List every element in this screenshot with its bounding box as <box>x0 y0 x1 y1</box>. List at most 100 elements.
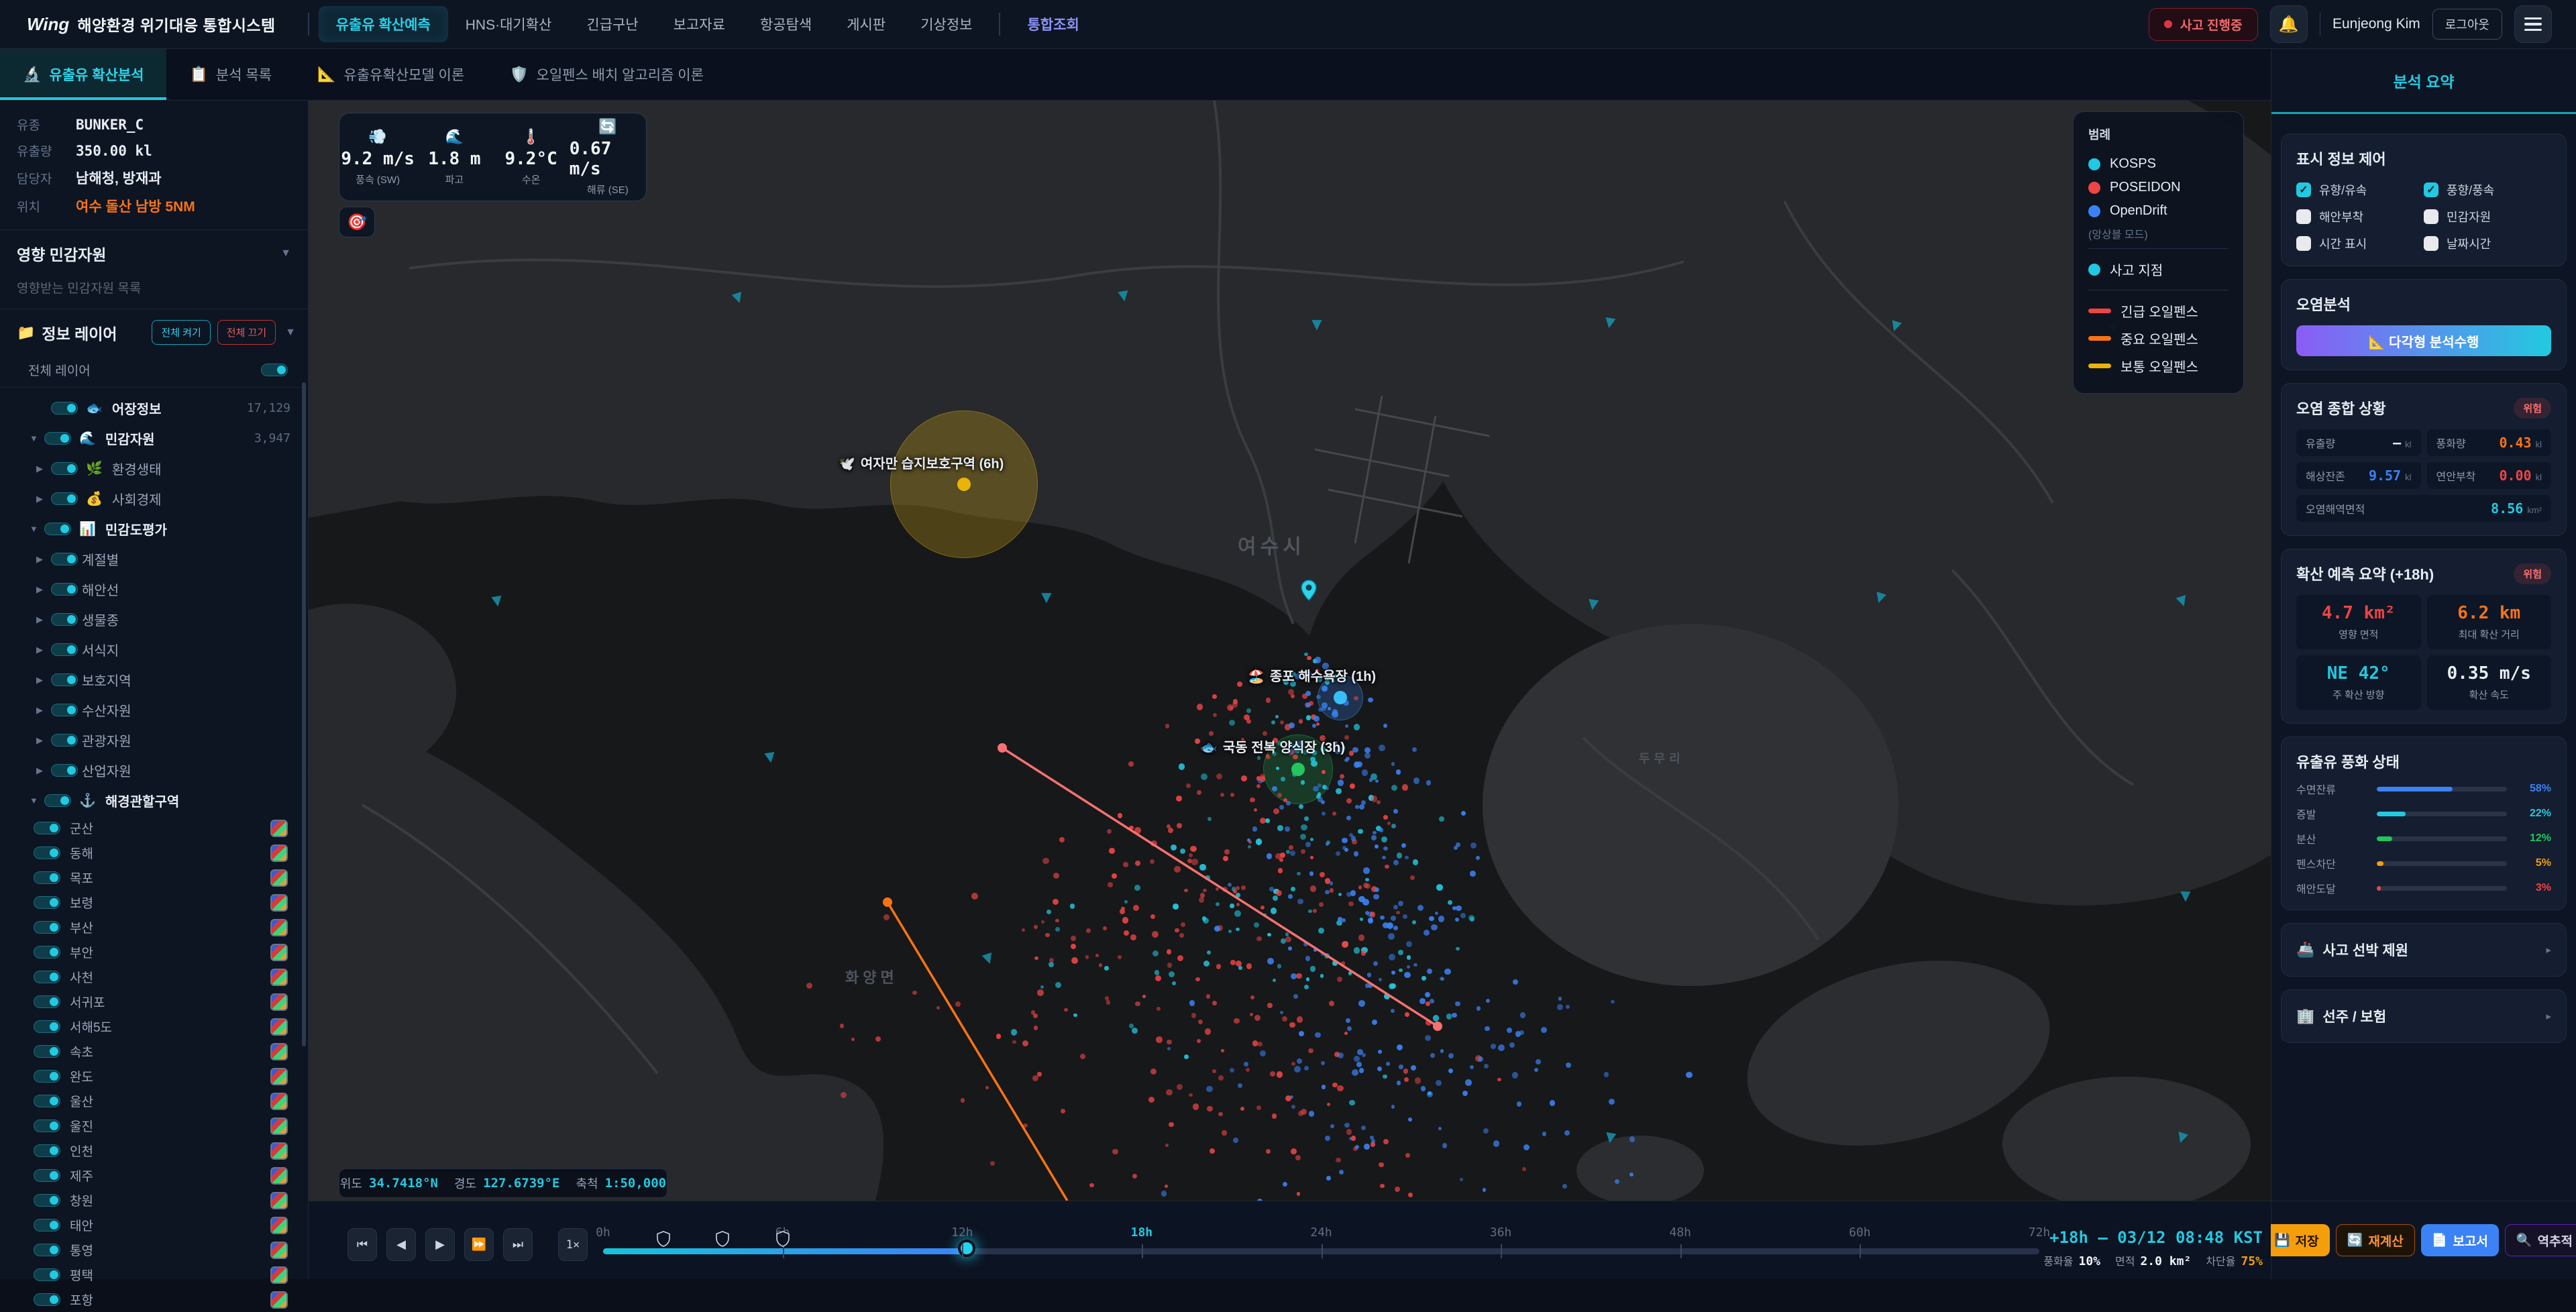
chevron-right-icon[interactable]: ▶ <box>36 494 51 504</box>
layer-toggle[interactable] <box>51 402 78 415</box>
region-style-button[interactable] <box>270 894 288 912</box>
timeline-label-60h[interactable]: 60h <box>1849 1225 1871 1240</box>
layer-toggle[interactable] <box>34 1119 60 1132</box>
역추적-button[interactable]: 🔍역추적 <box>2505 1224 2576 1256</box>
subtab-1[interactable]: 📋분석 목록 <box>166 49 294 100</box>
region-style-button[interactable] <box>270 1068 288 1085</box>
all-layers-off-button[interactable]: 전체 끄기 <box>217 320 276 345</box>
chevron-down-icon[interactable]: ▼ <box>30 524 44 534</box>
layer-toggle[interactable] <box>51 492 78 505</box>
layer-toggle[interactable] <box>34 946 60 959</box>
chevron-right-icon[interactable]: ▶ <box>36 463 51 474</box>
skip-end-button[interactable]: ⏭ <box>503 1228 533 1261</box>
collapsed-card-사고 선박 제원[interactable]: 🚢사고 선박 제원▸ <box>2281 923 2567 977</box>
step-back-button[interactable]: ◀ <box>386 1228 416 1261</box>
chevron-right-icon[interactable]: ▶ <box>36 645 51 655</box>
display-option-풍향/풍속[interactable]: ✓풍향/풍속 <box>2424 181 2551 199</box>
region-style-button[interactable] <box>270 1266 288 1284</box>
layer-toggle[interactable] <box>34 1095 60 1107</box>
layer-toggle[interactable] <box>34 1268 60 1281</box>
sidebar-scrollbar[interactable] <box>302 382 306 1046</box>
region-style-button[interactable] <box>270 1018 288 1036</box>
layer-toggle[interactable] <box>51 764 78 777</box>
layer-toggle[interactable] <box>34 896 60 909</box>
layer-toggle[interactable] <box>51 643 78 656</box>
region-style-button[interactable] <box>270 1043 288 1060</box>
layer-toggle[interactable] <box>34 822 60 834</box>
chevron-right-icon[interactable]: ▶ <box>36 735 51 746</box>
display-option-유향/유속[interactable]: ✓유향/유속 <box>2296 181 2424 199</box>
menu-button[interactable] <box>2514 5 2552 43</box>
layer-toggle[interactable] <box>34 1144 60 1157</box>
region-style-button[interactable] <box>270 969 288 986</box>
region-style-button[interactable] <box>270 1217 288 1234</box>
layer-toggle[interactable] <box>44 794 71 807</box>
chevron-down-icon[interactable]: ▼ <box>30 796 44 806</box>
nav-tab-2[interactable]: 긴급구난 <box>569 6 655 42</box>
region-style-button[interactable] <box>270 1093 288 1110</box>
region-style-button[interactable] <box>270 1142 288 1160</box>
timeline-label-18h[interactable]: 18h <box>1131 1225 1153 1240</box>
layer-toggle[interactable] <box>51 462 78 475</box>
layer-toggle[interactable] <box>44 523 71 535</box>
layer-toggle[interactable] <box>34 1244 60 1256</box>
speed-button[interactable]: 1× <box>558 1228 588 1261</box>
layer-toggle[interactable] <box>51 553 78 565</box>
checkbox-icon[interactable] <box>2424 209 2438 224</box>
chevron-right-icon[interactable]: ▶ <box>36 675 51 686</box>
subtab-0[interactable]: 🔬유출유 확산분석 <box>0 49 166 100</box>
재계산-button[interactable]: 🔄재계산 <box>2336 1224 2415 1256</box>
region-style-button[interactable] <box>270 993 288 1011</box>
checkbox-icon[interactable] <box>2296 236 2311 251</box>
timeline-label-72h[interactable]: 72h <box>2029 1225 2051 1240</box>
timeline-label-48h[interactable]: 48h <box>1669 1225 1691 1240</box>
layer-toggle[interactable] <box>44 432 71 445</box>
저장-button[interactable]: 💾저장 <box>2263 1224 2330 1256</box>
chevron-down-icon[interactable]: ▼ <box>285 327 296 339</box>
checkbox-checked-icon[interactable]: ✓ <box>2296 182 2311 197</box>
timeline-label-24h[interactable]: 24h <box>1310 1225 1332 1240</box>
polygon-analysis-button[interactable]: 📐 다각형 분석수행 <box>2296 325 2551 356</box>
region-style-button[interactable] <box>270 1242 288 1259</box>
checkbox-icon[interactable] <box>2296 209 2311 224</box>
layer-toggle[interactable] <box>51 673 78 686</box>
subtab-3[interactable]: 🛡️오일펜스 배치 알고리즘 이론 <box>487 49 727 100</box>
layer-toggle[interactable] <box>51 613 78 626</box>
region-style-button[interactable] <box>270 869 288 887</box>
nav-tab-6[interactable]: 기상정보 <box>903 6 989 42</box>
layer-toggle[interactable] <box>34 1070 60 1083</box>
region-style-button[interactable] <box>270 944 288 961</box>
all-layers-on-button[interactable]: 전체 켜기 <box>152 320 210 345</box>
incident-pin-icon[interactable] <box>1301 580 1317 601</box>
timeline-thumb[interactable] <box>958 1240 975 1257</box>
layer-toggle[interactable] <box>34 1020 60 1033</box>
layer-toggle[interactable] <box>51 583 78 596</box>
skip-start-button[interactable]: ⏮ <box>347 1228 377 1261</box>
chevron-down-icon[interactable]: ▼ <box>30 433 44 443</box>
timeline-label-0h[interactable]: 0h <box>596 1225 610 1240</box>
nav-tab-5[interactable]: 게시판 <box>829 6 903 42</box>
layer-toggle[interactable] <box>34 1045 60 1058</box>
layer-toggle[interactable] <box>34 995 60 1008</box>
region-style-button[interactable] <box>270 844 288 862</box>
play-button[interactable]: ▶ <box>425 1228 455 1261</box>
layer-toggle[interactable] <box>51 704 78 716</box>
layer-toggle[interactable] <box>34 971 60 983</box>
layer-toggle[interactable] <box>51 734 78 747</box>
layer-toggle[interactable] <box>34 1219 60 1232</box>
fast-forward-button[interactable]: ⏩ <box>464 1228 494 1261</box>
notifications-button[interactable]: 🔔 <box>2270 5 2308 43</box>
display-option-민감자원[interactable]: 민감자원 <box>2424 208 2551 225</box>
subtab-2[interactable]: 📐유출유확산모델 이론 <box>294 49 487 100</box>
nav-tab-1[interactable]: HNS·대기확산 <box>448 6 570 42</box>
보고서-button[interactable]: 📄보고서 <box>2421 1224 2499 1256</box>
region-style-button[interactable] <box>270 1167 288 1185</box>
master-layer-toggle[interactable] <box>261 364 288 376</box>
display-option-날짜시간[interactable]: 날짜시간 <box>2424 235 2551 252</box>
layer-toggle[interactable] <box>34 1194 60 1207</box>
display-option-시간 표시[interactable]: 시간 표시 <box>2296 235 2424 252</box>
layer-toggle[interactable] <box>34 1293 60 1306</box>
region-style-button[interactable] <box>270 1291 288 1309</box>
layer-toggle[interactable] <box>34 1169 60 1182</box>
